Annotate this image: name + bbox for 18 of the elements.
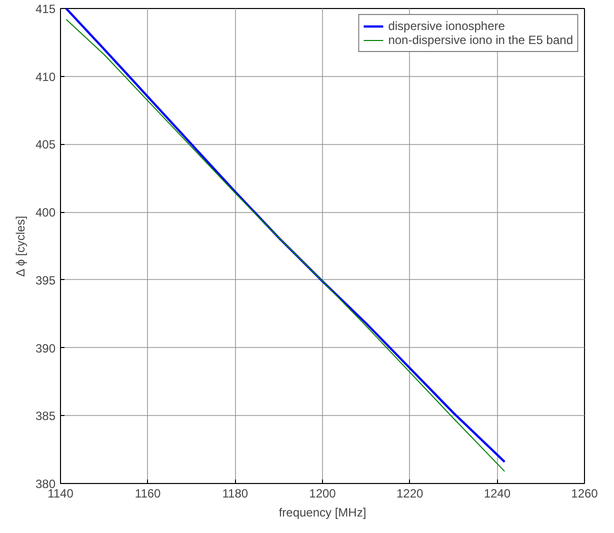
x-tick-label: 1240	[484, 486, 511, 500]
x-axis-title: frequency [MHz]	[278, 506, 366, 520]
y-tick-label: 390	[35, 341, 56, 356]
x-tick-label: 1260	[571, 486, 598, 500]
legend-label: non-dispersive iono in the E5 band	[388, 33, 573, 47]
x-tick-label: 1200	[309, 486, 336, 500]
legend-label: dispersive ionosphere	[388, 19, 505, 33]
y-tick-label: 395	[35, 273, 56, 288]
y-tick-label: 410	[35, 70, 56, 84]
x-tick-label: 1140	[48, 486, 74, 500]
y-tick-label: 400	[35, 206, 56, 220]
y-tick-label: 415	[35, 2, 56, 16]
y-tick-label: 385	[35, 409, 56, 424]
x-tick-label: 1180	[222, 486, 248, 500]
x-tick-label: 1160	[134, 486, 162, 500]
y-axis-title: Δ ϕ [cycles]	[13, 216, 28, 277]
y-tick-label: 405	[35, 138, 56, 152]
x-tick-label: 1220	[396, 486, 424, 500]
